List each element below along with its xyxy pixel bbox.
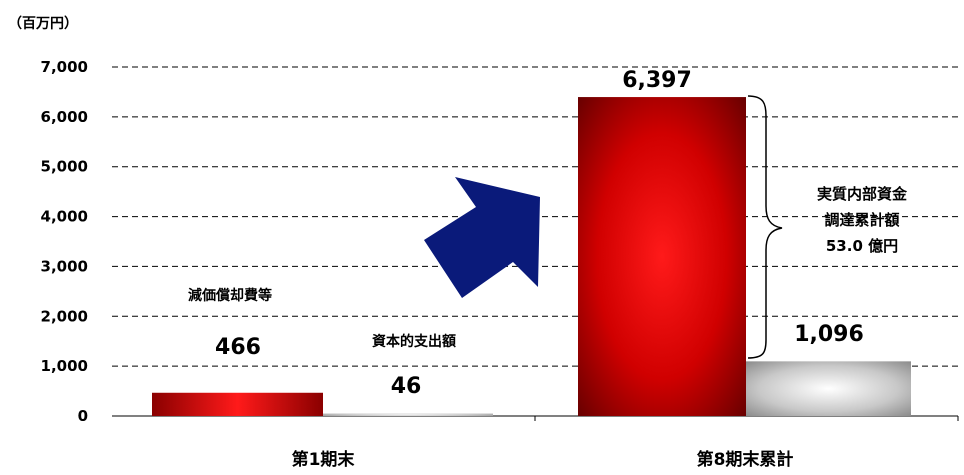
y-tick-label: 1,000: [41, 357, 88, 375]
annotation-line-3: 53.0 億円: [826, 237, 898, 255]
annotation-line-2: 調達累計額: [824, 211, 899, 229]
data-label: 1,096: [794, 322, 864, 347]
growth-arrow-icon: [424, 177, 540, 298]
y-tick-label: 0: [78, 407, 88, 425]
bar-depreciation-1: [152, 392, 323, 416]
brace-icon: [747, 95, 783, 359]
data-label: 466: [215, 335, 261, 360]
x-tick-label: 第8期末累計: [697, 449, 794, 470]
data-label: 46: [391, 374, 422, 399]
bars: [152, 97, 911, 417]
x-tick-label: 第1期末: [292, 449, 356, 470]
x-axis-labels: 第1期末 第8期末累計: [292, 449, 794, 470]
annotation-line-1: 実質内部資金: [817, 185, 908, 203]
y-tick-label: 7,000: [41, 58, 88, 76]
y-tick-label: 3,000: [41, 257, 88, 275]
y-tick-label: 6,000: [41, 108, 88, 126]
series-label-capex: 資本的支出額: [372, 333, 456, 350]
bar-capex-1: [323, 413, 493, 416]
bar-depreciation-2: [578, 97, 746, 417]
y-axis: 0 1,000 2,000 3,000 4,000 5,000 6,000 7,000: [41, 58, 88, 425]
series-label-depreciation: 減価償却費等: [188, 287, 272, 304]
y-tick-label: 4,000: [41, 208, 88, 226]
data-label: 6,397: [622, 68, 692, 93]
bar-capex-2: [746, 361, 911, 416]
bar-labels: 466 46 6,397 1,096: [215, 68, 864, 399]
y-tick-label: 2,000: [41, 307, 88, 325]
y-tick-label: 5,000: [41, 158, 88, 176]
unit-label: （百万円）: [8, 16, 78, 32]
